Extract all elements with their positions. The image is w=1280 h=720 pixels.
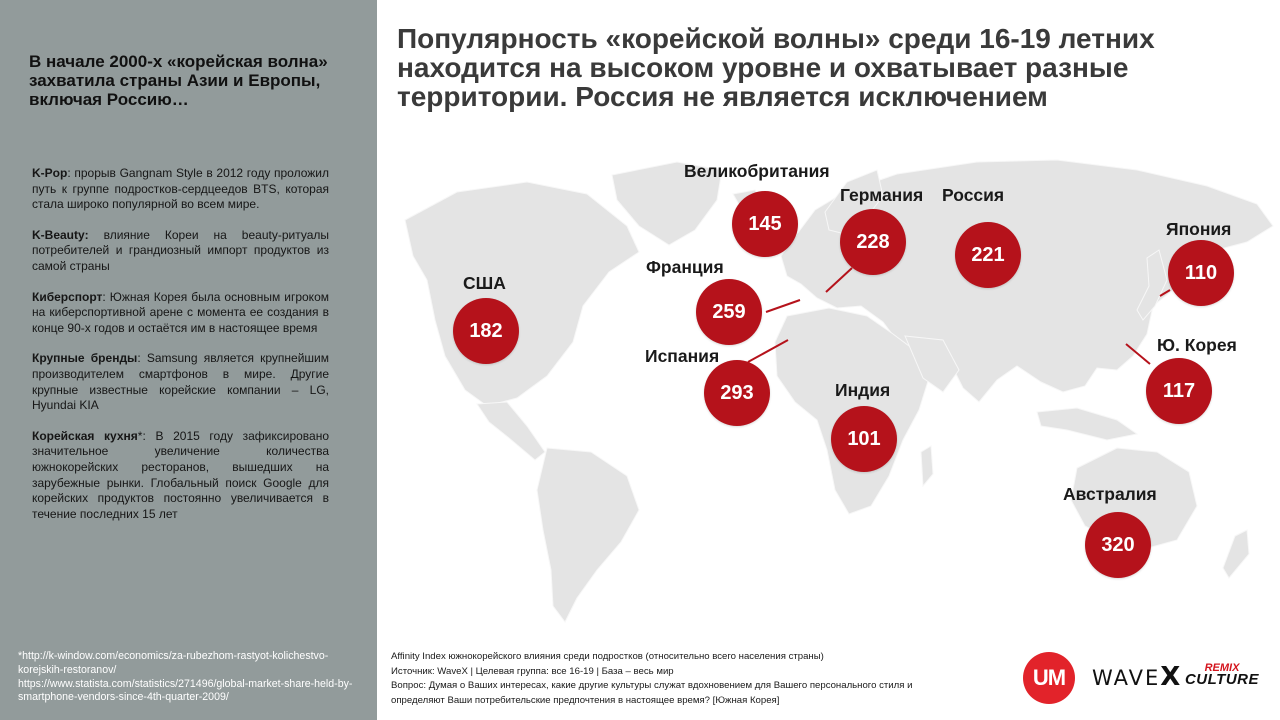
note-line-index: Affinity Index южнокорейского влияния ср… xyxy=(391,651,824,662)
methodology-note: Affinity Index южнокорейского влияния ср… xyxy=(391,650,951,708)
label-australia: Австралия xyxy=(1063,484,1157,504)
panel-title: В начале 2000-х «корейская волна» захват… xyxy=(29,52,328,109)
label-india: Индия xyxy=(835,380,891,400)
label-korea: Ю. Корея xyxy=(1157,335,1237,355)
bubble-uk: 145 xyxy=(732,191,798,257)
label-germany: Германия xyxy=(840,185,924,205)
bubble-india: 101 xyxy=(831,406,897,472)
remix-logo-bottom: CULTURE xyxy=(1184,671,1260,688)
world-map-shapes xyxy=(404,159,1274,623)
fact-label: Киберспорт xyxy=(32,289,103,304)
source-link-statista[interactable]: https://www.statista.com/statistics/2714… xyxy=(18,677,353,704)
wavex-logo-prefix: WAVE xyxy=(1092,666,1161,690)
label-france: Франция xyxy=(646,257,724,277)
wavex-logo-suffix: X xyxy=(1160,662,1181,692)
fact-label: Корейская кухня xyxy=(32,428,138,443)
land-greenland xyxy=(611,161,723,246)
bubble-usa: 182 xyxy=(453,298,519,364)
bubble-australia: 320 xyxy=(1085,512,1151,578)
remix-culture-logo: REMIX CULTURE xyxy=(1184,662,1260,688)
fact-brands: Крупные бренды: Samsung является крупней… xyxy=(32,351,329,413)
remix-logo-top: REMIX xyxy=(1204,662,1240,674)
fact-esports: Киберспорт: Южная Корея была основным иг… xyxy=(32,290,329,337)
wavex-logo: WAVEX xyxy=(1092,662,1180,692)
bubble-germany: 228 xyxy=(840,209,906,275)
sources: *http://k-window.com/economics/za-rubezh… xyxy=(18,650,358,705)
land-central-america xyxy=(476,401,546,461)
land-arabia xyxy=(904,335,960,393)
fact-cuisine: Корейская кухня*: В 2015 году зафиксиров… xyxy=(32,429,329,523)
leader-germany xyxy=(825,267,853,293)
fact-text: *: В 2015 году зафиксировано значительно… xyxy=(32,428,330,521)
bubble-russia: 221 xyxy=(955,222,1021,288)
leader-france xyxy=(765,299,801,313)
label-japan: Япония xyxy=(1166,219,1232,239)
land-madagascar xyxy=(920,445,934,488)
bubble-korea: 117 xyxy=(1146,358,1212,424)
land-south-america xyxy=(536,447,640,623)
leader-japan xyxy=(1159,289,1171,297)
label-usa: США xyxy=(463,273,506,293)
land-indonesia xyxy=(1036,407,1139,441)
fact-kpop: K-Pop: прорыв Gangnam Style в 2012 году … xyxy=(32,166,329,213)
fact-text: : Южная Корея была основным игроком на к… xyxy=(32,289,329,335)
fact-text: влияние Кореи на beauty-ритуалы потребит… xyxy=(32,227,329,273)
world-map xyxy=(377,130,1280,650)
leader-korea xyxy=(1125,343,1151,365)
leader-spain xyxy=(747,339,789,363)
label-russia: Россия xyxy=(942,185,1005,205)
um-logo: UM xyxy=(1023,652,1075,704)
fact-kbeauty: K-Beauty: влияние Кореи на beauty-ритуал… xyxy=(32,228,329,275)
facts-list: K-Pop: прорыв Gangnam Style в 2012 году … xyxy=(32,166,329,537)
left-panel: В начале 2000-х «корейская волна» захват… xyxy=(0,0,377,720)
note-line-source: Источник: WaveX | Целевая группа: все 16… xyxy=(391,665,674,677)
bubble-japan: 110 xyxy=(1168,240,1234,306)
fact-text: : прорыв Gangnam Style в 2012 году проло… xyxy=(32,166,329,212)
headline: Популярность «корейской волны» среди 16-… xyxy=(397,23,1155,112)
fact-label: Крупные бренды xyxy=(32,351,138,366)
bubble-france: 259 xyxy=(696,279,762,345)
land-japan xyxy=(1136,249,1168,321)
label-uk: Великобритания xyxy=(684,161,830,181)
bubble-spain: 293 xyxy=(704,360,770,426)
land-eurasia xyxy=(780,159,1274,403)
label-spain: Испания xyxy=(645,346,720,366)
fact-label: K-Beauty: xyxy=(32,227,89,242)
land-new-zealand xyxy=(1222,529,1250,579)
source-link-restaurants[interactable]: *http://k-window.com/economics/za-rubezh… xyxy=(18,650,329,676)
note-line-question: Вопрос: Думая о Ваших интересах, какие д… xyxy=(391,680,913,706)
fact-label: K-Pop xyxy=(32,166,68,180)
fact-text: : Samsung является крупнейшим производит… xyxy=(32,351,330,413)
